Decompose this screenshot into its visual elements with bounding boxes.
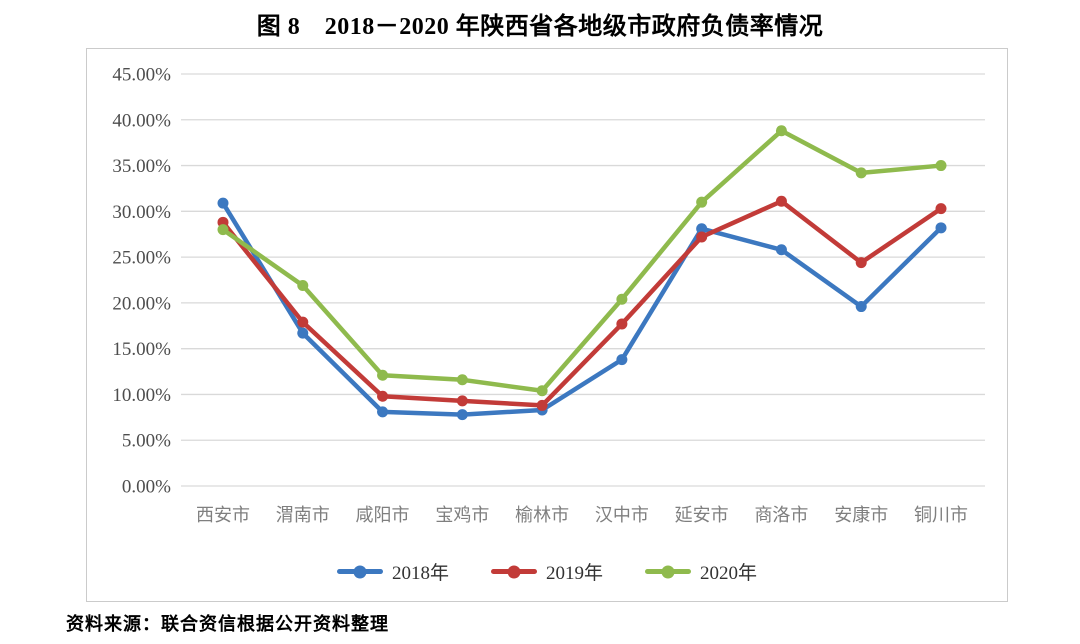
data-point-s0-c0	[217, 197, 229, 209]
legend-marker-icon	[490, 565, 537, 578]
legend-dot-icon	[507, 565, 521, 578]
data-point-s0-c1	[297, 327, 309, 339]
data-point-s1-c2	[377, 390, 389, 402]
legend-dot-icon	[353, 565, 367, 578]
y-tick-label: 5.00%	[122, 431, 171, 452]
data-point-s0-c3	[456, 409, 468, 421]
data-point-s1-c8	[855, 257, 867, 269]
legend-label: 2020年	[700, 563, 758, 584]
data-point-s0-c7	[775, 244, 787, 256]
series-line-2	[220, 128, 944, 394]
legend-item-1: 2019年	[490, 558, 603, 585]
figure-title: 图 8 2018－2020 年陕西省各地级市政府负债率情况	[256, 14, 824, 40]
legend-label: 2018年	[391, 563, 449, 584]
data-point-s2-c4	[536, 385, 548, 397]
legend-marker-icon	[645, 565, 691, 578]
data-point-s1-c9	[935, 203, 947, 215]
y-tick-label: 30.00%	[112, 202, 171, 223]
x-tick-label: 榆林市	[515, 505, 569, 525]
legend-item-0: 2018年	[336, 558, 449, 585]
x-tick-label: 商洛市	[754, 505, 808, 525]
data-point-s0-c8	[855, 301, 867, 313]
series-line-0	[220, 200, 944, 417]
data-point-s2-c0	[217, 224, 229, 236]
data-point-s0-c6	[696, 223, 708, 235]
data-point-s2-c2	[377, 369, 389, 381]
y-tick-label: 35.00%	[112, 156, 171, 177]
legend-label: 2019年	[545, 563, 603, 584]
data-point-s2-c5	[616, 293, 628, 305]
x-tick-label: 延安市	[675, 505, 729, 525]
data-point-s1-c3	[456, 395, 468, 407]
x-tick-label: 西安市	[196, 505, 250, 525]
x-tick-label: 咸阳市	[356, 505, 410, 525]
legend-item-2: 2020年	[645, 558, 757, 585]
line-chart: 0.00% 5.00% 10.00% 15.00% 20.00% 25.00% 30.00%…	[112, 65, 985, 525]
x-tick-label: 安康市	[834, 505, 888, 525]
data-point-s2-c7	[775, 125, 787, 137]
source-note: 资料来源：联合资信根据公开资料整理	[66, 614, 389, 634]
data-point-s2-c3	[456, 374, 468, 386]
legend-marker-icon	[336, 565, 383, 578]
legend-dot-icon	[661, 565, 675, 578]
y-tick-label: 20.00%	[112, 293, 171, 314]
data-point-s2-c6	[696, 196, 708, 208]
data-point-s1-c1	[297, 316, 309, 328]
data-point-s0-c2	[377, 406, 389, 418]
x-tick-label: 渭南市	[276, 505, 330, 525]
x-tick-label: 铜川市	[914, 505, 968, 525]
data-point-s2-c9	[935, 160, 947, 172]
x-tick-label: 宝鸡市	[435, 505, 489, 525]
data-point-s0-c9	[935, 222, 947, 234]
data-point-s1-c4	[536, 399, 548, 411]
y-tick-label: 0.00%	[122, 477, 171, 498]
y-tick-label: 40.00%	[112, 110, 171, 131]
data-point-s2-c8	[855, 167, 867, 179]
data-point-s1-c6	[696, 231, 708, 243]
y-tick-label: 10.00%	[112, 385, 171, 406]
data-point-s1-c5	[616, 318, 628, 330]
x-tick-label: 汉中市	[595, 505, 649, 525]
y-tick-label: 25.00%	[112, 248, 171, 269]
data-point-s1-c7	[775, 195, 787, 207]
data-point-s0-c5	[616, 354, 628, 366]
series-line-1	[220, 199, 944, 408]
data-point-s2-c1	[297, 279, 309, 291]
y-tick-label: 15.00%	[112, 339, 171, 360]
chart-frame: 0.00% 5.00% 10.00% 15.00% 20.00% 25.00% 30.00%…	[86, 48, 1008, 602]
y-tick-label: 45.00%	[112, 65, 171, 86]
chart-legend: 2018年 2019年 2020年	[87, 558, 1007, 585]
